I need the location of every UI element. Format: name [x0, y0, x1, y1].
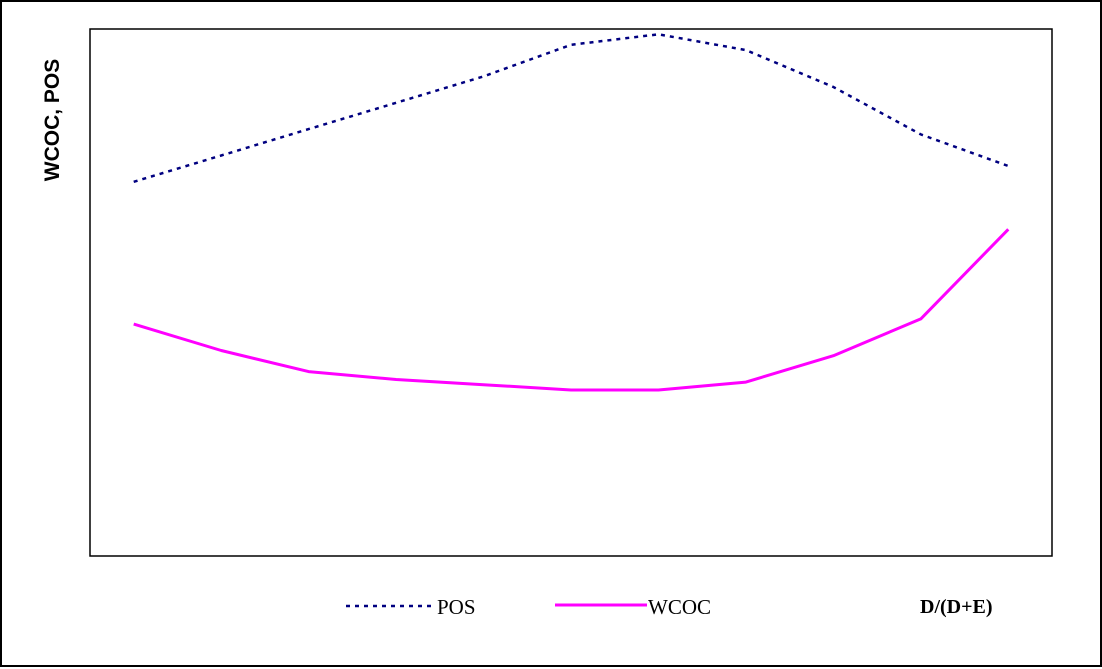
legend-label-pos: POS — [437, 595, 476, 619]
y-axis-label: WCOC, POS — [41, 59, 64, 182]
legend: POS WCOC — [346, 595, 711, 619]
plot-area — [89, 28, 1053, 557]
legend-label-wcoc: WCOC — [648, 595, 711, 619]
x-axis-label: D/(D+E) — [920, 596, 993, 618]
series-line-wcoc — [133, 228, 1010, 392]
series-layer — [133, 33, 1010, 392]
